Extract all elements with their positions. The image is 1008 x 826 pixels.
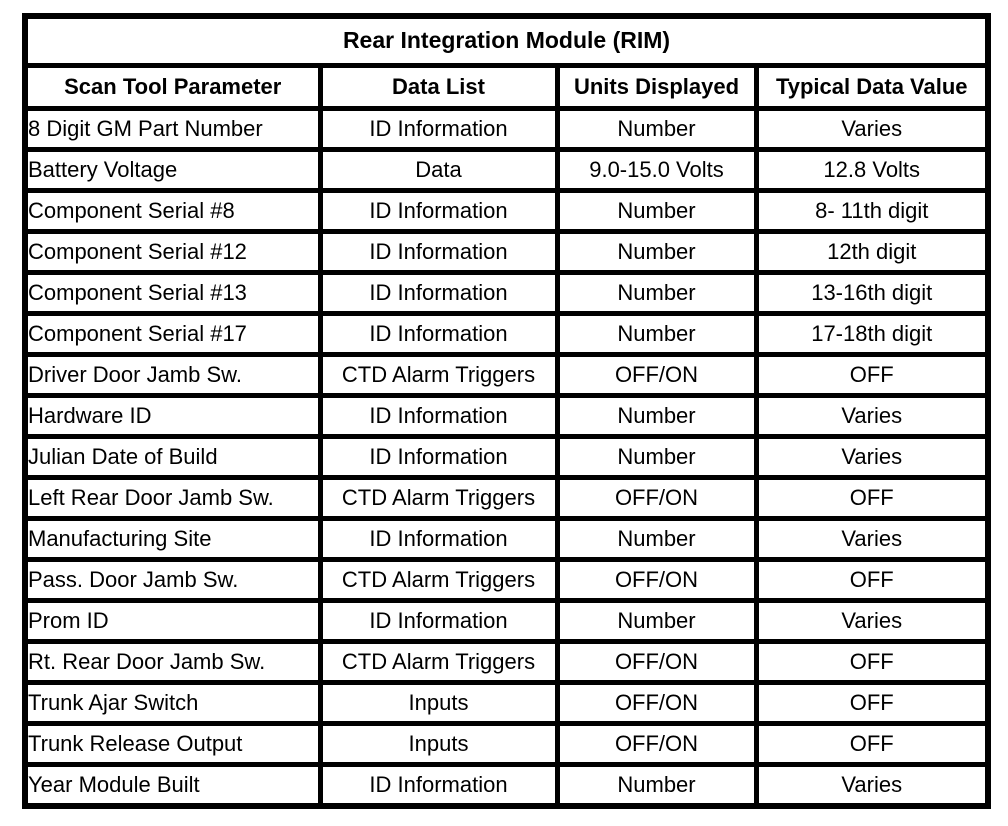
parameter-cell: Component Serial #8 bbox=[22, 188, 323, 234]
value-cell: Number bbox=[554, 188, 759, 234]
value-cell: Number bbox=[554, 516, 759, 562]
table-header-row: Scan Tool Parameter Data List Units Disp… bbox=[22, 63, 991, 111]
value-cell: Number bbox=[554, 106, 759, 152]
value-cell: Number bbox=[554, 229, 759, 275]
value-cell: OFF bbox=[753, 352, 991, 398]
value-cell: CTD Alarm Triggers bbox=[317, 639, 560, 685]
table-title: Rear Integration Module (RIM) bbox=[22, 13, 991, 68]
value-cell: Varies bbox=[753, 762, 991, 809]
value-cell: Varies bbox=[753, 106, 991, 152]
parameter-cell: Left Rear Door Jamb Sw. bbox=[22, 475, 323, 521]
parameter-cell: Pass. Door Jamb Sw. bbox=[22, 557, 323, 603]
value-cell: Number bbox=[554, 393, 759, 439]
value-cell: CTD Alarm Triggers bbox=[317, 557, 560, 603]
table-body: 8 Digit GM Part Number ID Information Numb… bbox=[22, 106, 991, 809]
rim-data-table: Rear Integration Module (RIM) Scan Tool … bbox=[22, 13, 991, 809]
value-cell: OFF bbox=[753, 639, 991, 685]
value-cell: OFF/ON bbox=[554, 557, 759, 603]
value-cell: ID Information bbox=[317, 516, 560, 562]
value-cell: OFF/ON bbox=[554, 352, 759, 398]
column-header-scan-tool-parameter: Scan Tool Parameter bbox=[22, 63, 323, 111]
value-cell: OFF bbox=[753, 680, 991, 726]
value-cell: OFF/ON bbox=[554, 475, 759, 521]
value-cell: Data bbox=[317, 147, 560, 193]
value-cell: Varies bbox=[753, 598, 991, 644]
value-cell: OFF bbox=[753, 721, 991, 767]
parameter-cell: Battery Voltage bbox=[22, 147, 323, 193]
value-cell: 12th digit bbox=[753, 229, 991, 275]
parameter-cell: Trunk Ajar Switch bbox=[22, 680, 323, 726]
value-cell: ID Information bbox=[317, 229, 560, 275]
value-cell: 17-18th digit bbox=[753, 311, 991, 357]
value-cell: Varies bbox=[753, 434, 991, 480]
table-row: Trunk Release Output Inputs OFF/ON OFF bbox=[22, 721, 991, 767]
value-cell: ID Information bbox=[317, 762, 560, 809]
table-row: Trunk Ajar Switch Inputs OFF/ON OFF bbox=[22, 680, 991, 726]
value-cell: Inputs bbox=[317, 721, 560, 767]
value-cell: ID Information bbox=[317, 270, 560, 316]
column-header-units-displayed: Units Displayed bbox=[554, 63, 759, 111]
parameter-cell: Driver Door Jamb Sw. bbox=[22, 352, 323, 398]
value-cell: Inputs bbox=[317, 680, 560, 726]
parameter-cell: Julian Date of Build bbox=[22, 434, 323, 480]
column-header-data-list: Data List bbox=[317, 63, 560, 111]
parameter-cell: Component Serial #13 bbox=[22, 270, 323, 316]
table-row: Component Serial #17 ID Information Number… bbox=[22, 311, 991, 357]
table-row: Component Serial #8 ID Information Number 8… bbox=[22, 188, 991, 234]
value-cell: 12.8 Volts bbox=[753, 147, 991, 193]
value-cell: Number bbox=[554, 762, 759, 809]
value-cell: Number bbox=[554, 434, 759, 480]
parameter-cell: Rt. Rear Door Jamb Sw. bbox=[22, 639, 323, 685]
table-row: Hardware ID ID Information Number Varies bbox=[22, 393, 991, 439]
value-cell: CTD Alarm Triggers bbox=[317, 352, 560, 398]
table-row: Driver Door Jamb Sw. CTD Alarm Triggers OF… bbox=[22, 352, 991, 398]
value-cell: Number bbox=[554, 270, 759, 316]
value-cell: Varies bbox=[753, 393, 991, 439]
value-cell: OFF/ON bbox=[554, 639, 759, 685]
value-cell: OFF/ON bbox=[554, 680, 759, 726]
table-row: 8 Digit GM Part Number ID Information Numb… bbox=[22, 106, 991, 152]
table-row: Prom ID ID Information Number Varies bbox=[22, 598, 991, 644]
value-cell: OFF/ON bbox=[554, 721, 759, 767]
value-cell: ID Information bbox=[317, 434, 560, 480]
value-cell: ID Information bbox=[317, 188, 560, 234]
parameter-cell: Hardware ID bbox=[22, 393, 323, 439]
parameter-cell: Year Module Built bbox=[22, 762, 323, 809]
value-cell: ID Information bbox=[317, 106, 560, 152]
value-cell: ID Information bbox=[317, 393, 560, 439]
value-cell: 13-16th digit bbox=[753, 270, 991, 316]
table-row: Left Rear Door Jamb Sw. CTD Alarm Trigger… bbox=[22, 475, 991, 521]
table-row: Component Serial #12 ID Information Number… bbox=[22, 229, 991, 275]
table-row: Year Module Built ID Information Number Var… bbox=[22, 762, 991, 809]
table-row: Component Serial #13 ID Information Number… bbox=[22, 270, 991, 316]
value-cell: 8- 11th digit bbox=[753, 188, 991, 234]
table-row: Rt. Rear Door Jamb Sw. CTD Alarm Triggers… bbox=[22, 639, 991, 685]
parameter-cell: Trunk Release Output bbox=[22, 721, 323, 767]
parameter-cell: 8 Digit GM Part Number bbox=[22, 106, 323, 152]
table-row: Julian Date of Build ID Information Number… bbox=[22, 434, 991, 480]
table-row: Battery Voltage Data 9.0-15.0 Volts 12.8 Vo… bbox=[22, 147, 991, 193]
value-cell: CTD Alarm Triggers bbox=[317, 475, 560, 521]
parameter-cell: Manufacturing Site bbox=[22, 516, 323, 562]
parameter-cell: Prom ID bbox=[22, 598, 323, 644]
value-cell: Number bbox=[554, 311, 759, 357]
table-title-row: Rear Integration Module (RIM) bbox=[22, 13, 991, 68]
column-header-typical-data-value: Typical Data Value bbox=[753, 63, 991, 111]
value-cell: 9.0-15.0 Volts bbox=[554, 147, 759, 193]
value-cell: OFF bbox=[753, 475, 991, 521]
parameter-cell: Component Serial #17 bbox=[22, 311, 323, 357]
value-cell: ID Information bbox=[317, 311, 560, 357]
value-cell: Varies bbox=[753, 516, 991, 562]
table-row: Manufacturing Site ID Information Number Va… bbox=[22, 516, 991, 562]
value-cell: Number bbox=[554, 598, 759, 644]
value-cell: OFF bbox=[753, 557, 991, 603]
value-cell: ID Information bbox=[317, 598, 560, 644]
parameter-cell: Component Serial #12 bbox=[22, 229, 323, 275]
table-row: Pass. Door Jamb Sw. CTD Alarm Triggers OFF… bbox=[22, 557, 991, 603]
